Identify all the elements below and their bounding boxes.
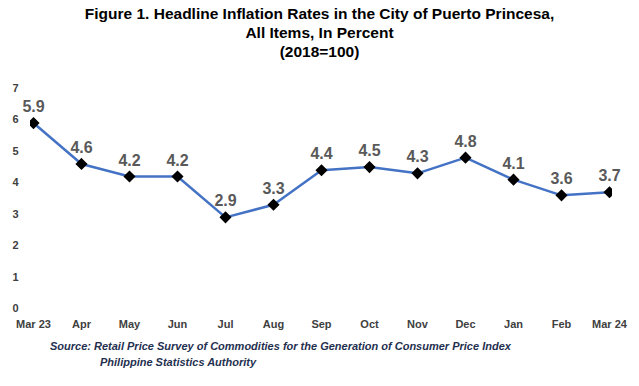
html-text:Source: Retail Price Survey of: Source: Retail Price Survey of Commoditi… [50,340,511,352]
svg-text:Nov: Nov [407,318,429,330]
svg-text:Jun: Jun [168,318,188,330]
svg-text:Feb: Feb [552,318,572,330]
svg-text:1: 1 [12,271,18,283]
svg-text:Mar 24: Mar 24 [592,318,628,330]
svg-text:3.7: 3.7 [598,167,620,184]
svg-text:May: May [119,318,141,330]
svg-text:Mar 23: Mar 23 [16,318,51,330]
svg-text:Dec: Dec [455,318,475,330]
svg-text:5.9: 5.9 [22,98,44,115]
svg-text:7: 7 [12,82,18,94]
svg-text:4.4: 4.4 [310,145,332,162]
svg-text:0: 0 [12,302,18,314]
svg-text:4.2: 4.2 [118,152,140,169]
svg-text:3.3: 3.3 [262,180,284,197]
svg-text:Oct: Oct [360,318,379,330]
svg-text:4.8: 4.8 [454,133,476,150]
svg-text:4.6: 4.6 [70,139,92,156]
svg-text:Sep: Sep [311,318,331,330]
svg-text:4.2: 4.2 [166,152,188,169]
svg-text:Aug: Aug [263,318,284,330]
html-text:Figure 1. Headline Inflation R: Figure 1. Headline Inflation Rates in th… [84,5,555,22]
html-text:(2018=100): (2018=100) [279,43,360,60]
svg-text:6: 6 [12,113,18,125]
svg-text:Jul: Jul [218,318,234,330]
svg-text:3: 3 [12,208,18,220]
svg-text:2.9: 2.9 [214,192,236,209]
svg-text:5: 5 [12,145,18,157]
svg-text:4.1: 4.1 [502,155,524,172]
html-text:All Items, In Percent: All Items, In Percent [245,24,394,41]
svg-text:Jan: Jan [504,318,523,330]
svg-text:4.3: 4.3 [406,148,428,165]
svg-text:4.5: 4.5 [358,142,380,159]
svg-text:Apr: Apr [72,318,92,330]
svg-text:2: 2 [12,239,18,251]
svg-text:3.6: 3.6 [550,170,572,187]
svg-text:4: 4 [12,176,19,188]
html-text:Philippine Statistics Authorit: Philippine Statistics Authority [100,356,257,368]
